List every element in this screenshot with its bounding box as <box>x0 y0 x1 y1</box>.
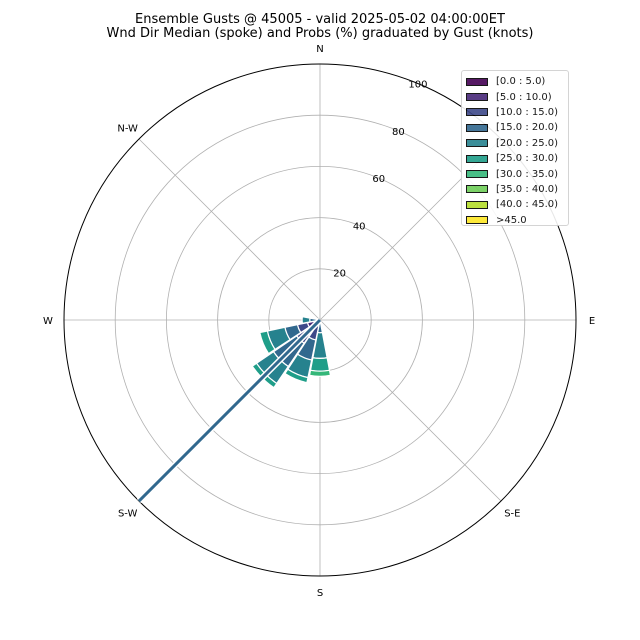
radial-tick-label: 60 <box>372 174 385 185</box>
legend-item: [40.0 : 45.0) <box>466 197 564 212</box>
legend-swatch <box>466 77 488 86</box>
spoke-line <box>137 318 322 503</box>
legend-label: [40.0 : 45.0) <box>496 199 559 211</box>
radial-gridline <box>319 319 502 502</box>
ring-gridline <box>165 165 475 475</box>
legend-label: [0.0 : 5.0) <box>496 76 546 88</box>
direction-label: W <box>43 316 53 327</box>
legend-item: [15.0 : 20.0) <box>466 120 564 135</box>
legend-item: [25.0 : 30.0) <box>466 151 564 166</box>
ring-gridline <box>217 217 423 423</box>
legend-swatch <box>466 108 488 117</box>
legend-swatch <box>466 139 488 148</box>
wind-bar-segment <box>301 315 311 325</box>
legend: [0.0 : 5.0) [5.0 : 10.0) [10.0 : 15.0) [15.… <box>461 70 569 226</box>
outer-ring <box>63 63 577 577</box>
legend-swatch <box>466 123 488 132</box>
wind-bar-segment <box>308 369 332 377</box>
legend-swatch <box>466 93 488 102</box>
direction-label: N <box>316 44 323 55</box>
legend-item: >45.0 <box>466 213 564 228</box>
legend-item: [10.0 : 15.0) <box>466 105 564 120</box>
chart-title: Ensemble Gusts @ 45005 - valid 2025-05-0… <box>135 12 505 27</box>
chart-subtitle: Wnd Dir Median (spoke) and Probs (%) gra… <box>107 26 534 41</box>
legend-swatch <box>466 185 488 194</box>
legend-label: [30.0 : 35.0) <box>496 168 559 180</box>
direction-label: N-W <box>117 124 138 135</box>
legend-item: [0.0 : 5.0) <box>466 74 564 89</box>
ring-gridline <box>114 114 526 526</box>
legend-label: [20.0 : 25.0) <box>496 137 559 149</box>
legend-item: [30.0 : 35.0) <box>466 166 564 181</box>
radial-tick-label: 40 <box>353 221 366 232</box>
legend-item: [5.0 : 10.0) <box>466 89 564 104</box>
legend-label: [35.0 : 40.0) <box>496 183 559 195</box>
direction-label: S <box>317 588 323 599</box>
legend-label: [5.0 : 10.0) <box>496 91 552 103</box>
direction-label: E <box>589 316 595 327</box>
legend-label: >45.0 <box>496 214 527 226</box>
radial-tick-label: 20 <box>333 269 346 280</box>
direction-label: S-W <box>118 508 138 519</box>
radial-tick-label: 100 <box>408 79 427 90</box>
legend-item: [20.0 : 25.0) <box>466 136 564 151</box>
legend-label: [15.0 : 20.0) <box>496 122 559 134</box>
legend-item: [35.0 : 40.0) <box>466 182 564 197</box>
legend-swatch <box>466 216 488 225</box>
median-spoke <box>136 317 323 504</box>
radial-tick-label: 80 <box>392 127 405 138</box>
legend-swatch <box>466 170 488 179</box>
legend-label: [10.0 : 15.0) <box>496 106 559 118</box>
wind-bar-segment <box>259 330 276 355</box>
wind-bar-segment <box>284 368 309 384</box>
legend-label: [25.0 : 30.0) <box>496 153 559 165</box>
axis-labels: N N-W W S-W S S-E E 20 40 60 80 100 <box>43 44 595 599</box>
wind-bar-segment <box>309 357 331 372</box>
legend-swatch <box>466 154 488 163</box>
radial-gridline <box>138 138 321 321</box>
legend-swatch <box>466 200 488 209</box>
direction-label: S-E <box>504 508 520 519</box>
